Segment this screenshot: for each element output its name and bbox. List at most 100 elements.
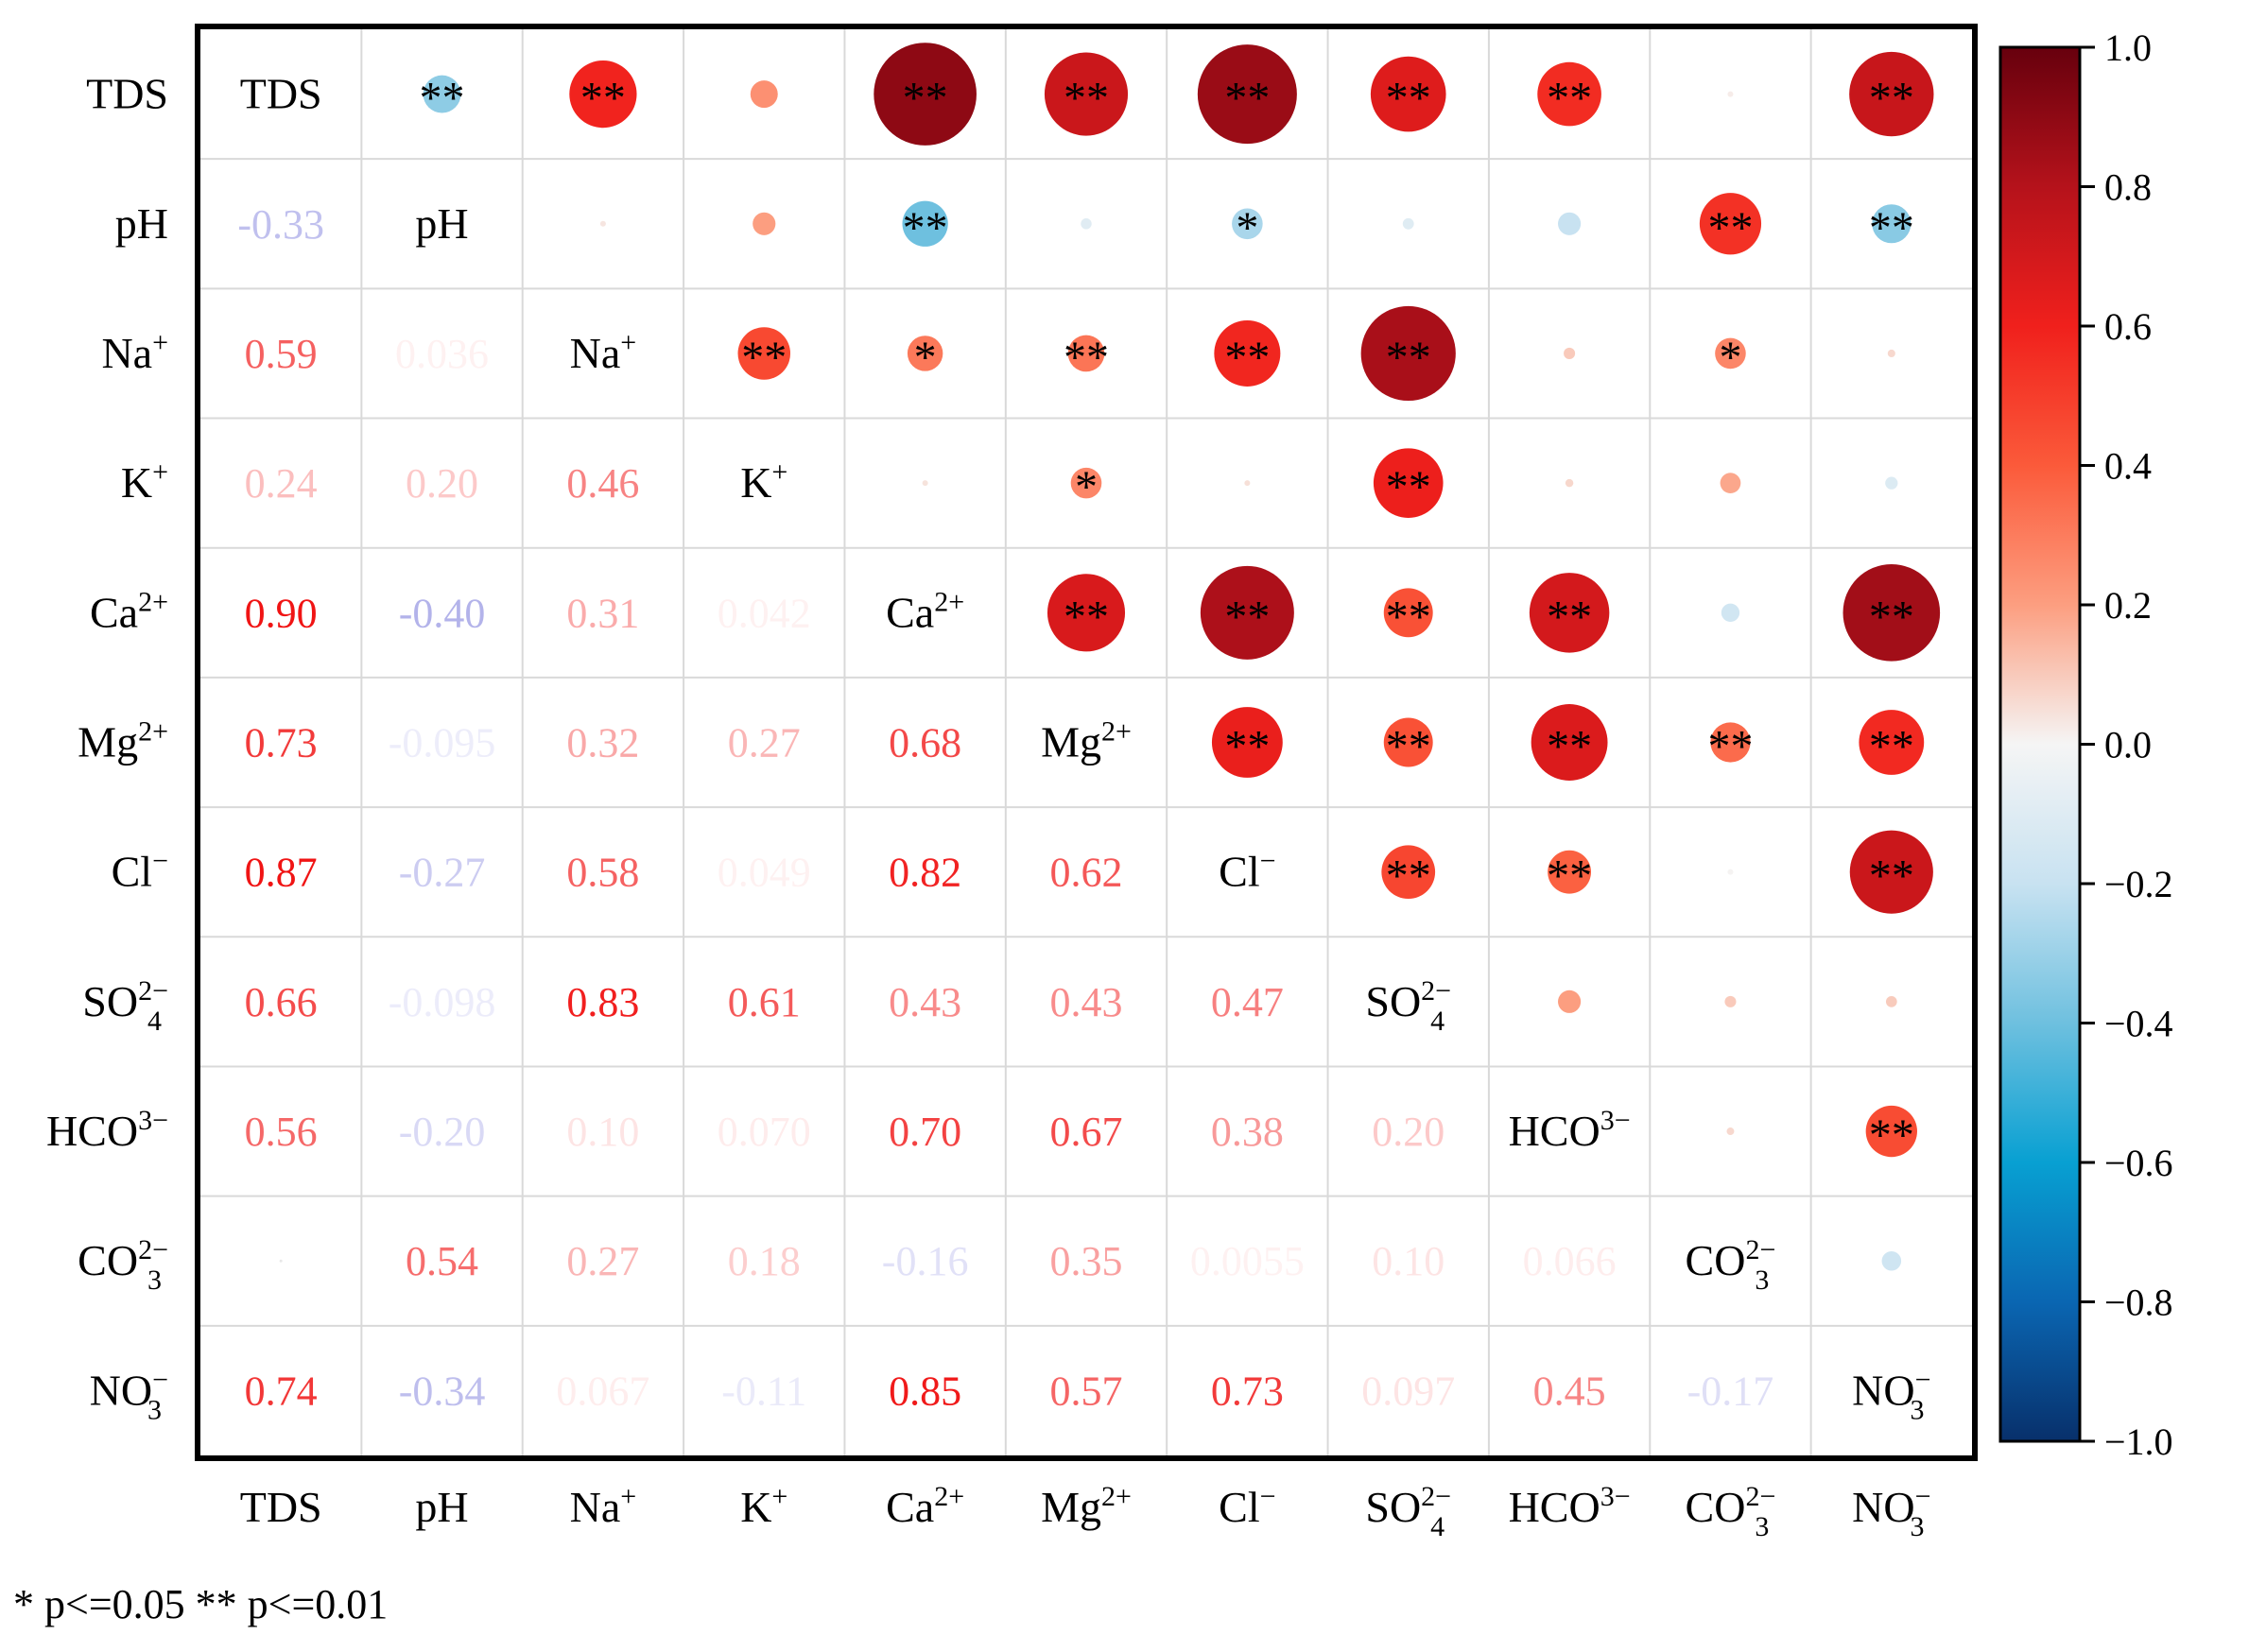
correlation-circle <box>1885 996 1897 1007</box>
row-label: Na+ <box>101 327 168 377</box>
significance-mark: ** <box>1547 592 1592 642</box>
correlation-value: 0.87 <box>245 850 318 896</box>
row-label: Cl− <box>112 846 168 896</box>
correlation-circle <box>1715 337 1746 370</box>
correlation-value: 0.54 <box>406 1238 478 1284</box>
correlation-value: 0.59 <box>245 331 318 377</box>
column-label: CO2− 3 <box>1686 1481 1776 1542</box>
significance-mark: ** <box>1869 722 1914 772</box>
correlation-circle <box>1529 573 1610 653</box>
colorbar-tick-label: 0.2 <box>2104 584 2152 627</box>
correlation-circle <box>1537 61 1601 127</box>
correlation-circle <box>1067 335 1105 372</box>
colorbar <box>1998 45 2082 1443</box>
correlation-circle <box>753 212 776 235</box>
significance-mark: ** <box>1707 722 1753 772</box>
column-labels: TDS pH Na+ K+ Ca2+ Mg2+ Cl− SO2− 4 HCO3− CO2− 3 NO− 3 <box>240 1481 1931 1542</box>
correlation-circle <box>1564 347 1576 359</box>
correlation-circle <box>1710 722 1751 763</box>
row-label: NO− 3 <box>90 1364 168 1425</box>
significance-mark: ** <box>1386 592 1431 642</box>
correlation-circle <box>1383 717 1433 767</box>
correlation-value: -0.33 <box>237 201 324 248</box>
correlation-value: 0.67 <box>1050 1109 1123 1155</box>
correlation-value: -0.34 <box>399 1368 486 1414</box>
correlation-value: 0.036 <box>395 331 489 377</box>
correlation-value: 0.35 <box>1050 1238 1123 1284</box>
correlation-value: 0.066 <box>1523 1238 1617 1284</box>
correlation-value: -0.27 <box>399 850 486 896</box>
correlation-circle <box>1373 448 1444 518</box>
correlation-value: 0.31 <box>566 590 639 636</box>
correlation-circle <box>1842 564 1941 662</box>
correlation-value: 0.73 <box>1211 1368 1284 1414</box>
significance-mark: * <box>1236 203 1258 253</box>
correlation-circle <box>1859 710 1925 775</box>
row-label: HCO3− <box>46 1105 168 1155</box>
correlation-circle <box>1865 1105 1917 1158</box>
correlation-circle <box>1720 473 1741 494</box>
correlation-circle <box>1849 830 1933 914</box>
correlation-circle <box>1726 1127 1735 1136</box>
correlation-circle <box>1699 193 1762 255</box>
significance-mark: ** <box>1064 592 1109 642</box>
significance-mark: ** <box>1386 333 1431 383</box>
correlation-value: 0.61 <box>728 979 801 1025</box>
correlation-circle <box>1872 204 1912 244</box>
significance-mark: ** <box>1869 1110 1914 1161</box>
colorbar-ticks: 1.0 0.8 0.6 0.4 0.2 0.0 −0.2 −0.4 −0.6 −0.8 −1.0 <box>2080 26 2173 1463</box>
row-label: Mg2+ <box>78 716 168 766</box>
correlation-circle <box>1232 208 1263 240</box>
colorbar-tick-label: 0.4 <box>2104 445 2152 488</box>
significance-mark: ** <box>741 333 787 383</box>
significance-footnote: * p<=0.05 ** p<=0.01 <box>13 1581 388 1627</box>
correlation-value: 0.18 <box>728 1238 801 1284</box>
correlation-value: 0.74 <box>245 1368 318 1414</box>
significance-mark: ** <box>1224 74 1270 124</box>
column-label: Cl− <box>1219 1481 1275 1531</box>
correlation-value: 0.20 <box>1372 1109 1445 1155</box>
correlation-value: 0.66 <box>245 979 318 1025</box>
matrix-frame <box>195 24 1978 1461</box>
correlation-value: -0.17 <box>1687 1368 1774 1414</box>
correlation-circle <box>1047 574 1126 652</box>
correlation-circle <box>1721 603 1740 622</box>
correlation-circle <box>874 43 977 146</box>
correlation-circle <box>1370 56 1446 132</box>
correlation-value: 0.097 <box>1361 1368 1455 1414</box>
correlation-value: -0.098 <box>389 979 496 1025</box>
correlation-value: 0.0055 <box>1190 1238 1305 1284</box>
correlation-circle <box>1558 989 1582 1013</box>
significance-mark: ** <box>1224 722 1270 772</box>
significance-mark: ** <box>1707 203 1753 253</box>
correlation-value: 0.24 <box>245 460 318 507</box>
correlation-value: 0.90 <box>245 590 318 636</box>
significance-mark: ** <box>1869 592 1914 642</box>
matrix-grid <box>200 29 1972 1455</box>
correlation-circle <box>907 336 943 371</box>
correlation-circle <box>1724 995 1737 1007</box>
correlation-circle <box>902 200 948 247</box>
correlation-value: 0.042 <box>718 590 811 636</box>
correlation-circle <box>1548 850 1592 894</box>
correlation-circle <box>1402 217 1414 230</box>
diagonal-label: NO− 3 <box>1852 1364 1930 1425</box>
correlation-value: 0.27 <box>728 720 801 766</box>
significance-mark: * <box>914 333 937 383</box>
correlation-circle <box>1849 51 1934 137</box>
correlation-value: 0.56 <box>245 1109 318 1155</box>
row-label: SO2− 4 <box>82 975 168 1037</box>
diagonal-label: Na+ <box>570 327 637 377</box>
correlation-circle <box>1383 588 1433 638</box>
correlation-value: 0.62 <box>1050 850 1123 896</box>
column-label: K+ <box>740 1481 787 1531</box>
correlation-circle <box>1214 319 1281 387</box>
correlation-value: 0.82 <box>889 850 961 896</box>
significance-mark: ** <box>1386 74 1431 124</box>
row-label: CO2− 3 <box>78 1234 168 1296</box>
correlation-circle <box>1531 704 1608 781</box>
correlation-value: 0.10 <box>1372 1238 1445 1284</box>
colorbar-tick-label: −0.4 <box>2104 1003 2173 1045</box>
correlation-circle <box>1381 845 1436 900</box>
correlation-circle <box>1211 707 1283 778</box>
